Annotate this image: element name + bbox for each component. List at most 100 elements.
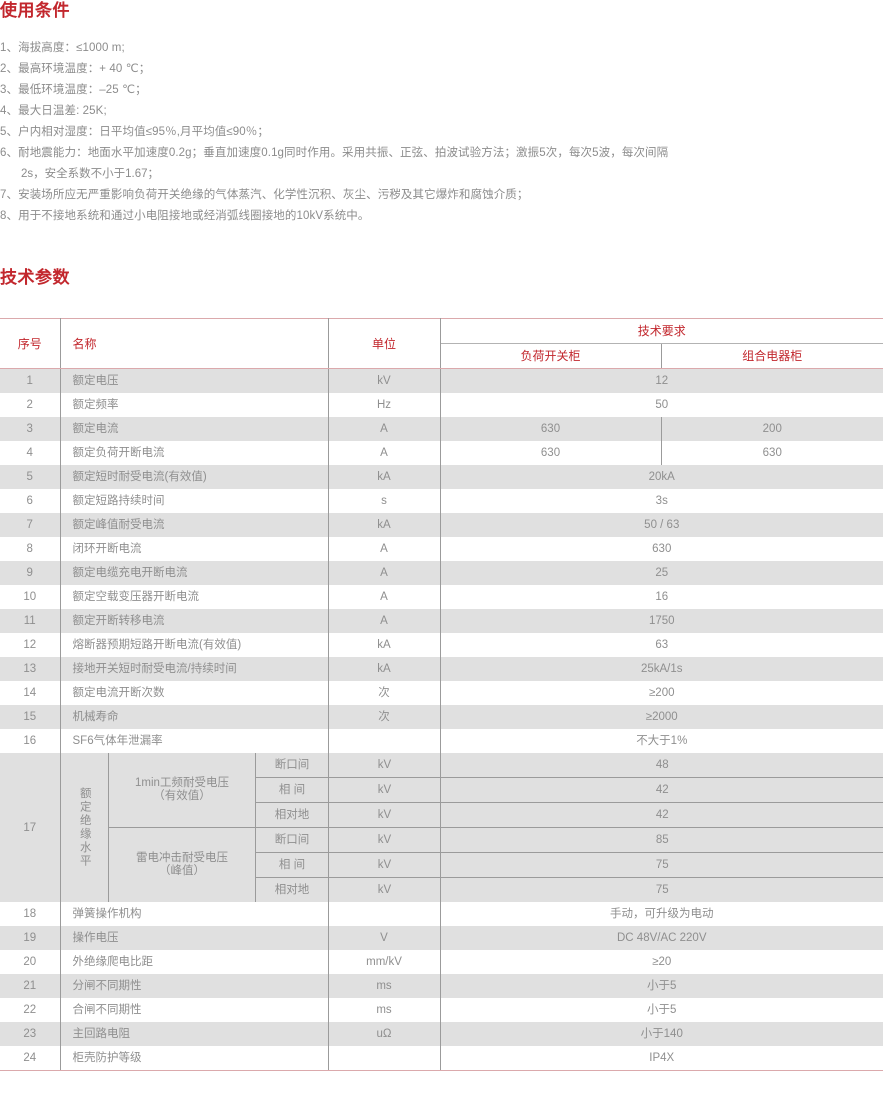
row-value: 小于140 — [440, 1022, 883, 1046]
row-unit: V — [328, 926, 441, 950]
condition-item-4: 4、最大日温差: 25K; — [0, 105, 107, 117]
row-value: 50 / 63 — [440, 513, 883, 537]
insulation-group-label-line2: （有效值） — [153, 790, 211, 802]
table-row: 2 额定频率 Hz 50 — [0, 393, 883, 417]
row-name: 主回路电阻 — [60, 1022, 329, 1046]
condition-item-6-continuation: 2s，安全系数不小于1.67； — [21, 168, 160, 180]
condition-item-8: 8、用于不接地系统和通过小电阻接地或经消弧线圈接地的10kV系统中。 — [0, 210, 370, 222]
table-row: 20 外绝缘爬电比距 mm/kV ≥20 — [0, 950, 883, 974]
row-unit: ms — [328, 974, 441, 998]
table-row: 4 额定负荷开断电流 A 630 630 — [0, 441, 883, 465]
insulation-sub-row: 雷电冲击耐受电压 （峰值） 断口间 kV 85 — [61, 827, 883, 902]
insulation-value: 75 — [440, 852, 883, 878]
row-value: 12 — [440, 368, 883, 393]
row-no: 16 — [0, 729, 61, 753]
row-name: 额定开断转移电流 — [60, 609, 329, 633]
row-name: 柜壳防护等级 — [60, 1046, 329, 1071]
table-body: 1 额定电压 kV 12 2 额定频率 Hz 50 3 额定电流 A 630 2… — [0, 368, 883, 1071]
row-no: 4 — [0, 441, 61, 465]
condition-item-5: 5、户内相对湿度：日平均值≤95％,月平均值≤90％； — [0, 126, 269, 138]
insulation-group-label: 1min工频耐受电压 （有效值） — [108, 753, 256, 828]
condition-item-3: 3、最低环境温度：–25 ℃； — [0, 84, 147, 96]
insulation-sub-row: 相对地 kV 75 — [61, 877, 883, 902]
table-row: 11 额定开断转移电流 A 1750 — [0, 609, 883, 633]
insulation-sub-row: 相 间 kV 75 — [61, 852, 883, 878]
row-value: ≥2000 — [440, 705, 883, 729]
insulation-part: 断口间 — [255, 827, 329, 853]
row-name: 操作电压 — [60, 926, 329, 950]
row-value-combined: 200 — [661, 417, 883, 441]
insulation-unit: kV — [328, 877, 441, 902]
row-no: 1 — [0, 368, 61, 393]
row-value: 小于5 — [440, 974, 883, 998]
insulation-part: 相 间 — [255, 777, 329, 803]
table-row: 9 额定电缆充电开断电流 A 25 — [0, 561, 883, 585]
row-unit: 次 — [328, 705, 441, 729]
row-unit: kA — [328, 633, 441, 657]
row-name: 熔断器预期短路开断电流(有效值) — [60, 633, 329, 657]
row-no: 20 — [0, 950, 61, 974]
row-value: 16 — [440, 585, 883, 609]
row-value: 25 — [440, 561, 883, 585]
row-unit: uΩ — [328, 1022, 441, 1046]
condition-item-2: 2、最高环境温度：+ 40 ℃； — [0, 63, 151, 75]
condition-item-6: 6、耐地震能力：地面水平加速度0.2g；垂直加速度0.1g同时作用。采用共振、正… — [0, 147, 669, 159]
row-name: 合闸不同期性 — [60, 998, 329, 1022]
row-name: 额定电压 — [60, 368, 329, 393]
usage-conditions-list: 1、海拔高度：≤1000 m; 2、最高环境温度：+ 40 ℃； 3、最低环境温… — [0, 38, 883, 227]
insulation-part: 相 间 — [255, 852, 329, 878]
insulation-group-label-line2: （峰值） — [159, 865, 205, 877]
condition-item-1: 1、海拔高度：≤1000 m; — [0, 42, 125, 54]
insulation-value: 75 — [440, 877, 883, 902]
table-row-insulation: 17 额定绝缘水平 — [0, 753, 883, 902]
table-row: 23 主回路电阻 uΩ 小于140 — [0, 1022, 883, 1046]
insulation-group-label-line1: 雷电冲击耐受电压 — [136, 852, 228, 864]
header-no: 序号 — [0, 318, 61, 369]
row-name: 分闸不同期性 — [60, 974, 329, 998]
row-value: 不大于1% — [440, 729, 883, 753]
row-no: 9 — [0, 561, 61, 585]
insulation-nested-block: 额定绝缘水平 1min工频耐受电压 （有效值） 断口间 kV 48 相 — [60, 753, 883, 902]
row-value: 手动，可升级为电动 — [440, 902, 883, 926]
insulation-part: 断口间 — [255, 753, 329, 778]
row-no: 14 — [0, 681, 61, 705]
row-name: 额定短时耐受电流(有效值) — [60, 465, 329, 489]
header-unit: 单位 — [328, 318, 441, 369]
header-name: 名称 — [60, 318, 329, 369]
table-row: 22 合闸不同期性 ms 小于5 — [0, 998, 883, 1022]
row-value: DC 48V/AC 220V — [440, 926, 883, 950]
row-unit: kA — [328, 465, 441, 489]
insulation-unit: kV — [328, 777, 441, 803]
table-row: 15 机械寿命 次 ≥2000 — [0, 705, 883, 729]
row-unit: 次 — [328, 681, 441, 705]
insulation-sub-row: 额定绝缘水平 1min工频耐受电压 （有效值） 断口间 kV 48 — [60, 753, 883, 902]
row-name: 额定负荷开断电流 — [60, 441, 329, 465]
row-unit: A — [328, 585, 441, 609]
row-unit: ms — [328, 998, 441, 1022]
insulation-group-label-line1: 1min工频耐受电压 — [135, 777, 229, 789]
row-name: 额定电流开断次数 — [60, 681, 329, 705]
insulation-unit: kV — [328, 802, 441, 828]
row-value: 63 — [440, 633, 883, 657]
insulation-unit: kV — [328, 852, 441, 878]
usage-conditions-heading: 使用条件 — [0, 1, 70, 20]
row-no: 3 — [0, 417, 61, 441]
row-value-load-switch: 630 — [440, 441, 662, 465]
row-no: 18 — [0, 902, 61, 926]
row-unit: A — [328, 537, 441, 561]
table-row: 21 分闸不同期性 ms 小于5 — [0, 974, 883, 998]
row-no: 24 — [0, 1046, 61, 1071]
row-value: ≥200 — [440, 681, 883, 705]
row-name: 机械寿命 — [60, 705, 329, 729]
row-value: ≥20 — [440, 950, 883, 974]
header-requirement: 技术要求 — [440, 318, 883, 344]
insulation-sub-row: 相对地 kV 42 — [61, 802, 883, 828]
row-name: 额定短路持续时间 — [60, 489, 329, 513]
row-no: 11 — [0, 609, 61, 633]
row-no: 21 — [0, 974, 61, 998]
table-row: 5 额定短时耐受电流(有效值) kA 20kA — [0, 465, 883, 489]
table-row: 1 额定电压 kV 12 — [0, 368, 883, 393]
row-name: 闭环开断电流 — [60, 537, 329, 561]
insulation-part: 相对地 — [255, 802, 329, 828]
row-value: 25kA/1s — [440, 657, 883, 681]
